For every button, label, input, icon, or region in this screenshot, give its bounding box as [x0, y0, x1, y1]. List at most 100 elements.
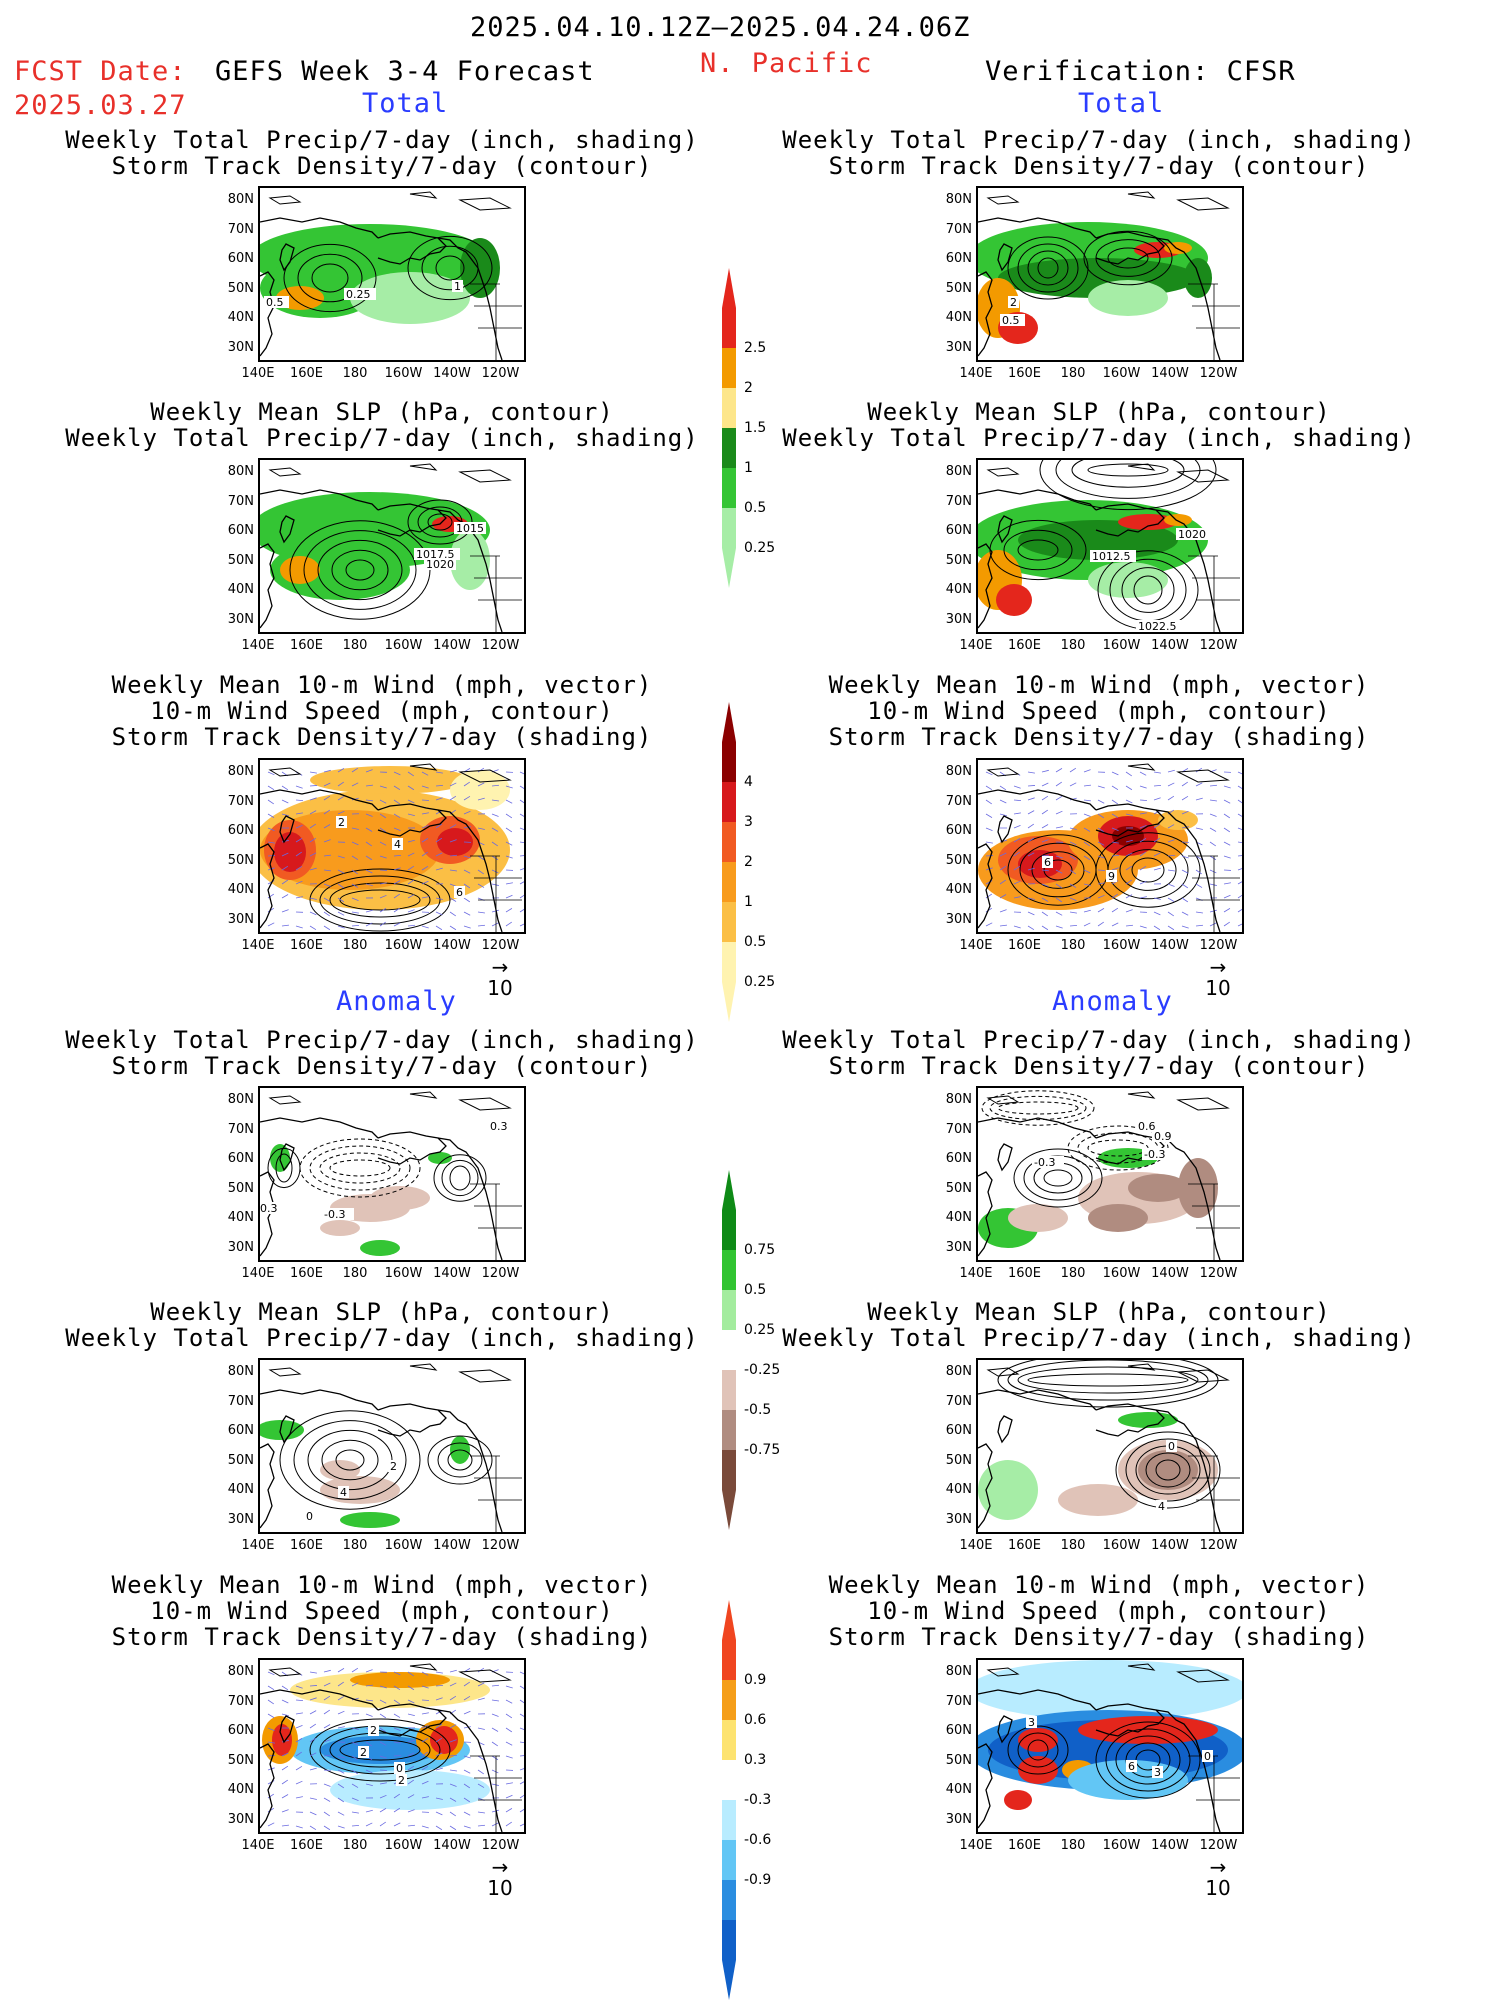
shade-region	[460, 238, 500, 298]
wind-vector	[520, 1714, 524, 1718]
wind-vector	[1042, 770, 1049, 772]
wind-vector	[520, 855, 524, 856]
wind-vector	[492, 884, 499, 886]
lat-tick-label: 40N	[220, 882, 254, 897]
lon-tick-label: 140E	[952, 1538, 1000, 1553]
colorbar-label: 0.5	[744, 934, 766, 950]
wind-vector	[282, 925, 289, 926]
contour-label: -0.3	[1144, 1148, 1165, 1161]
wind-vector	[1098, 908, 1104, 912]
wind-vector	[1224, 908, 1230, 912]
title-f1-line2: Storm Track Density/7-day (contour)	[32, 154, 732, 178]
lon-tick-label: 120W	[1195, 366, 1243, 381]
wind-vector	[1056, 796, 1062, 800]
wind-vector	[310, 1672, 317, 1673]
colorbar-label: 0.3	[744, 1752, 766, 1768]
wind-vector	[324, 1725, 330, 1728]
wind-vector	[1028, 824, 1034, 828]
colorbar-tip	[722, 268, 736, 308]
wind-vector	[1014, 786, 1021, 788]
wind-vector	[986, 828, 992, 831]
colorbar-label: 1	[744, 460, 753, 476]
contour-label: -0.3	[1034, 1156, 1055, 1169]
wind-vector	[352, 925, 359, 926]
wind-vector	[366, 1823, 372, 1826]
colorbar-label: -0.75	[744, 1442, 780, 1458]
wind-vector	[1028, 926, 1034, 930]
wind-vector	[436, 926, 442, 930]
title-f6-line2: 10-m Wind Speed (mph, contour)	[32, 1599, 732, 1623]
shade-region	[360, 1240, 400, 1256]
wind-vector	[1182, 912, 1188, 915]
title-f5-line2: Weekly Total Precip/7-day (inch, shading…	[32, 1326, 732, 1350]
wind-vector	[1210, 785, 1217, 786]
wind-vector	[1028, 785, 1035, 786]
wind-vector	[1028, 772, 1035, 773]
lat-tick-label: 60N	[938, 823, 972, 838]
colorbar-label: 2	[744, 854, 753, 870]
colorbar-svg: 2.521.510.50.25	[718, 268, 808, 592]
wind-vector	[1182, 782, 1188, 786]
lon-tick-label: 120W	[477, 1266, 525, 1281]
wind-vector	[282, 910, 289, 912]
wind-vector	[520, 814, 524, 818]
wind-vector	[352, 1825, 359, 1826]
wind-vector	[324, 926, 330, 930]
wind-vector	[282, 1780, 288, 1784]
title-f1-line1: Weekly Total Precip/7-day (inch, shading…	[32, 128, 732, 152]
wind-vector	[408, 1825, 415, 1826]
colorbar-swatch	[722, 1450, 736, 1490]
wind-vector	[1140, 786, 1147, 788]
arctic-islands	[988, 1092, 1228, 1110]
wind-vector	[1224, 842, 1230, 845]
wind-vector	[1098, 800, 1104, 803]
contour-label: 0.3	[260, 1202, 278, 1215]
lat-tick-label: 70N	[220, 1694, 254, 1709]
wind-vector	[282, 1825, 289, 1826]
contour-line	[1044, 1170, 1072, 1186]
lon-tick-label: 140E	[952, 638, 1000, 653]
wind-vector	[520, 828, 524, 831]
wind-vector	[1098, 922, 1104, 926]
lat-tick-label: 50N	[220, 853, 254, 868]
wind-vector	[1238, 786, 1242, 790]
wind-vector	[296, 1766, 302, 1770]
lat-tick-label: 50N	[220, 1753, 254, 1768]
wind-vector	[436, 912, 442, 915]
coastline-4	[998, 1416, 1012, 1442]
colorbar-swatch	[722, 862, 736, 902]
wind-vector	[1014, 813, 1021, 814]
wind-vector	[1168, 898, 1174, 902]
colorbar-label: 0.75	[744, 1242, 775, 1258]
lon-tick-label: 160W	[1098, 1538, 1146, 1553]
wind-vector	[352, 1812, 359, 1813]
wind-vector	[268, 786, 274, 790]
lat-tick-label: 70N	[938, 1694, 972, 1709]
wind-vector	[1028, 811, 1034, 814]
wind-vector	[1238, 814, 1242, 818]
title-f4-line2: Storm Track Density/7-day (contour)	[32, 1054, 732, 1078]
lat-tick-label: 40N	[938, 582, 972, 597]
wind-vector	[520, 868, 524, 870]
shade-region	[320, 1220, 360, 1236]
wind-vector	[422, 1700, 429, 1701]
colorbar-swatch	[722, 388, 736, 428]
wind-vector	[450, 1770, 457, 1771]
coastline-0	[978, 790, 1096, 810]
wind-vector	[1196, 798, 1203, 800]
wind-vector	[1126, 800, 1132, 803]
wind-vector	[1210, 870, 1216, 873]
lon-tick-label: 180	[331, 366, 379, 381]
wind-vector	[366, 1670, 373, 1672]
lon-tick-label: 140E	[952, 1266, 1000, 1281]
wind-vector	[506, 895, 512, 898]
wind-vector	[492, 1770, 498, 1773]
arctic-islands	[988, 464, 1228, 482]
lon-tick-label: 180	[1049, 638, 1097, 653]
title-v5-line1: Weekly Mean SLP (hPa, contour)	[749, 1300, 1449, 1324]
